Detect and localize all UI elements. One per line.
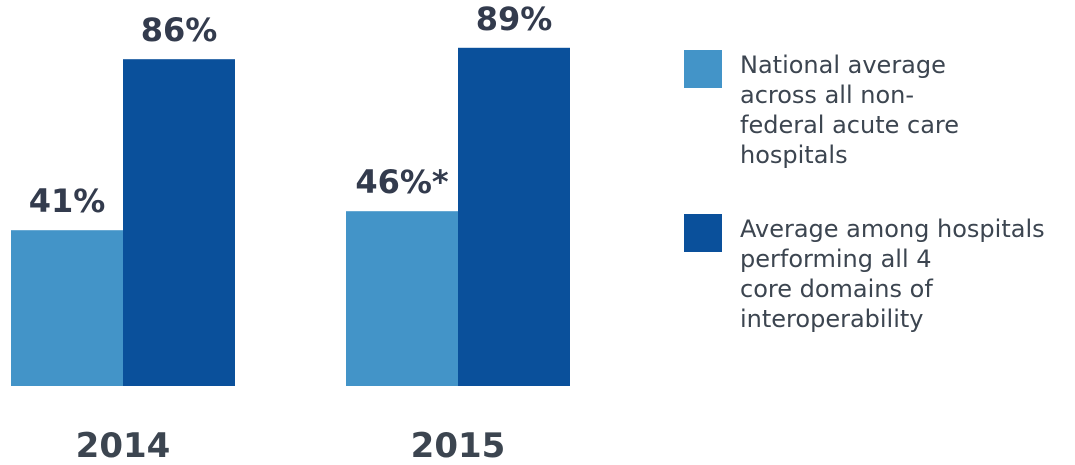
data-label-national-average-2014: 41% xyxy=(29,182,106,220)
legend-swatch-national-average xyxy=(684,50,722,88)
bar-four-domain-average-2014 xyxy=(123,59,235,386)
legend: National average across all non- federal… xyxy=(684,50,1069,334)
bars-layer xyxy=(11,47,570,387)
legend-item-national-average: National average across all non- federal… xyxy=(684,50,1069,170)
bar-chart: 41% 86% 46%* 89% 2014 2015 xyxy=(11,0,570,465)
legend-label-line: Average among hospitals xyxy=(740,215,1045,243)
legend-item-four-domain-average: Average among hospitals performing all 4… xyxy=(684,214,1069,334)
legend-label-line: across all non- xyxy=(740,81,914,109)
legend-label-line: federal acute care xyxy=(740,111,960,139)
legend-label-line: hospitals xyxy=(740,141,848,169)
bar-four-domain-average-2015 xyxy=(458,47,570,387)
legend-swatch-four-domain-average xyxy=(684,214,722,252)
bar-national-average-2015 xyxy=(346,211,458,386)
data-label-four-domain-average-2014: 86% xyxy=(141,11,218,49)
legend-label-line: National average xyxy=(740,51,946,79)
legend-label-line: core domains of xyxy=(740,275,933,303)
legend-label-line: performing all 4 xyxy=(740,245,932,273)
x-tick-label-2014: 2014 xyxy=(76,426,171,465)
value-labels-layer: 41% 86% 46%* 89% xyxy=(29,0,553,220)
x-axis-tick-labels: 2014 2015 xyxy=(76,426,506,465)
legend-label-line: interoperability xyxy=(740,305,924,333)
bar-national-average-2014 xyxy=(11,230,123,386)
x-tick-label-2015: 2015 xyxy=(411,426,506,465)
data-label-national-average-2015: 46%* xyxy=(355,163,449,201)
data-label-four-domain-average-2015: 89% xyxy=(476,0,553,38)
